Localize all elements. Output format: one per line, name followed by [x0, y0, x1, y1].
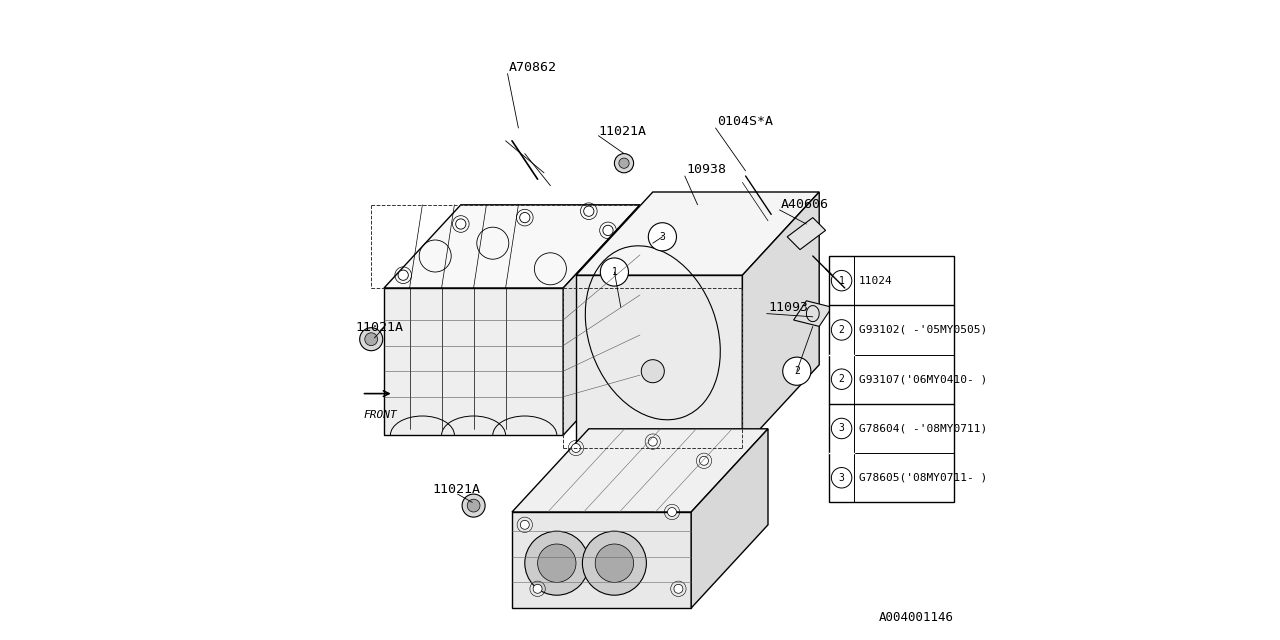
Text: 1: 1	[612, 267, 617, 277]
Text: G78605('08MY0711- ): G78605('08MY0711- )	[859, 473, 987, 483]
Circle shape	[365, 333, 378, 346]
Circle shape	[467, 499, 480, 512]
Circle shape	[520, 520, 530, 529]
Polygon shape	[512, 429, 768, 512]
Polygon shape	[512, 512, 691, 608]
Text: G93107('06MY0410- ): G93107('06MY0410- )	[859, 374, 987, 384]
Text: 11024: 11024	[859, 276, 892, 285]
Polygon shape	[691, 429, 768, 608]
Circle shape	[571, 444, 581, 452]
Text: 10938: 10938	[686, 163, 726, 176]
Circle shape	[600, 258, 628, 286]
Text: 0104S*A: 0104S*A	[717, 115, 773, 128]
Circle shape	[584, 206, 594, 216]
Text: 3: 3	[838, 424, 845, 433]
Circle shape	[538, 544, 576, 582]
Polygon shape	[576, 192, 819, 275]
Circle shape	[649, 223, 677, 251]
Circle shape	[398, 270, 408, 280]
Circle shape	[675, 584, 684, 593]
Circle shape	[603, 225, 613, 236]
Circle shape	[534, 584, 543, 593]
Circle shape	[525, 531, 589, 595]
Polygon shape	[384, 288, 563, 435]
Text: FRONT: FRONT	[364, 410, 398, 420]
Text: 11021A: 11021A	[433, 483, 480, 496]
Circle shape	[614, 154, 634, 173]
Text: 2: 2	[838, 325, 845, 335]
Circle shape	[582, 531, 646, 595]
Polygon shape	[787, 218, 826, 250]
FancyBboxPatch shape	[829, 256, 954, 502]
Text: 1: 1	[838, 276, 845, 285]
Text: 3: 3	[838, 473, 845, 483]
Circle shape	[609, 251, 620, 261]
Polygon shape	[563, 205, 640, 435]
Circle shape	[595, 544, 634, 582]
Text: 11021A: 11021A	[599, 125, 646, 138]
Circle shape	[782, 357, 812, 385]
Circle shape	[668, 508, 677, 516]
Text: A004001146: A004001146	[878, 611, 954, 624]
Circle shape	[648, 437, 658, 446]
Circle shape	[520, 212, 530, 223]
Polygon shape	[742, 192, 819, 448]
Polygon shape	[384, 205, 640, 288]
Circle shape	[620, 158, 630, 168]
Text: G78604( -'08MY0711): G78604( -'08MY0711)	[859, 424, 987, 433]
Circle shape	[699, 456, 709, 465]
Text: G93102( -'05MY0505): G93102( -'05MY0505)	[859, 325, 987, 335]
Text: 2: 2	[838, 374, 845, 384]
Circle shape	[360, 328, 383, 351]
Text: 2: 2	[794, 366, 800, 376]
Polygon shape	[794, 301, 832, 326]
Circle shape	[456, 219, 466, 229]
Text: A40606: A40606	[781, 198, 829, 211]
Text: 3: 3	[659, 232, 666, 242]
Circle shape	[641, 360, 664, 383]
Polygon shape	[576, 275, 742, 448]
Text: 11021A: 11021A	[356, 321, 403, 334]
Circle shape	[462, 494, 485, 517]
Text: 11093: 11093	[768, 301, 808, 314]
Text: A70862: A70862	[508, 61, 557, 74]
